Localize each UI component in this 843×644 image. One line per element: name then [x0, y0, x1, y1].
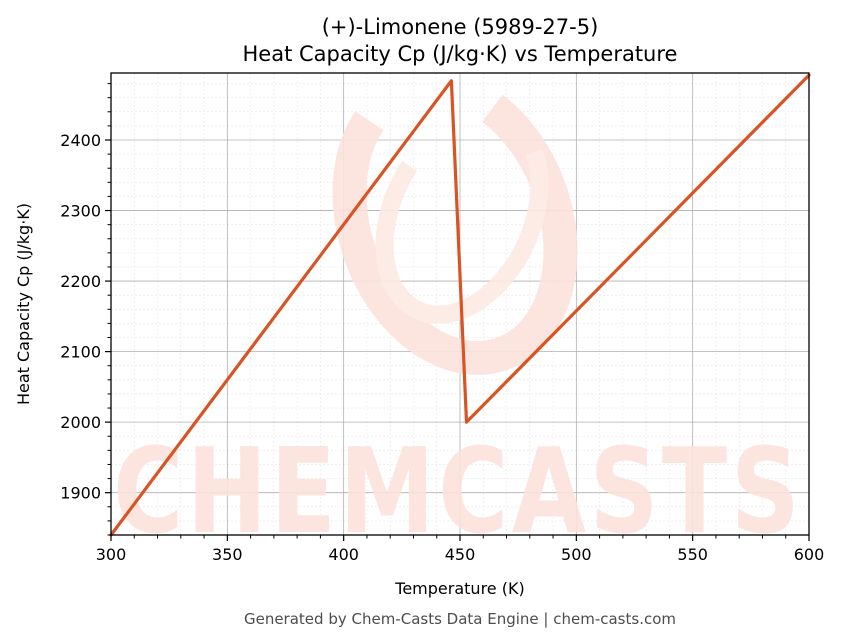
x-tick-label: 550 [677, 545, 708, 564]
y-tick-label: 2400 [60, 131, 101, 150]
watermark-swirl [332, 69, 578, 375]
x-tick-label: 300 [96, 545, 127, 564]
chart-title: (+)-Limonene (5989-27-5) [322, 15, 599, 39]
x-axis-label: Temperature (K) [394, 579, 524, 598]
x-axis: 300 350 400 450 500 550 600 [96, 535, 825, 564]
series-layer [109, 73, 811, 537]
series-line [109, 73, 811, 537]
x-tick-label: 350 [212, 545, 243, 564]
footer-credit: Generated by Chem-Casts Data Engine | ch… [244, 610, 676, 628]
x-tick-label: 400 [328, 545, 359, 564]
y-tick-label: 1900 [60, 484, 101, 503]
y-tick-label: 2100 [60, 343, 101, 362]
y-axis-label: Heat Capacity Cp (J/kg·K) [14, 203, 33, 405]
chart-subtitle: Heat Capacity Cp (J/kg·K) vs Temperature [243, 42, 678, 66]
y-tick-label: 2200 [60, 272, 101, 291]
y-axis: 1900 2000 2100 2200 2300 2400 [60, 83, 111, 536]
x-tick-label: 450 [445, 545, 476, 564]
y-tick-label: 2000 [60, 413, 101, 432]
watermark-text: CHEMCASTS [113, 422, 803, 560]
x-tick-label: 600 [794, 545, 825, 564]
x-tick-label: 500 [561, 545, 592, 564]
y-tick-label: 2300 [60, 202, 101, 221]
